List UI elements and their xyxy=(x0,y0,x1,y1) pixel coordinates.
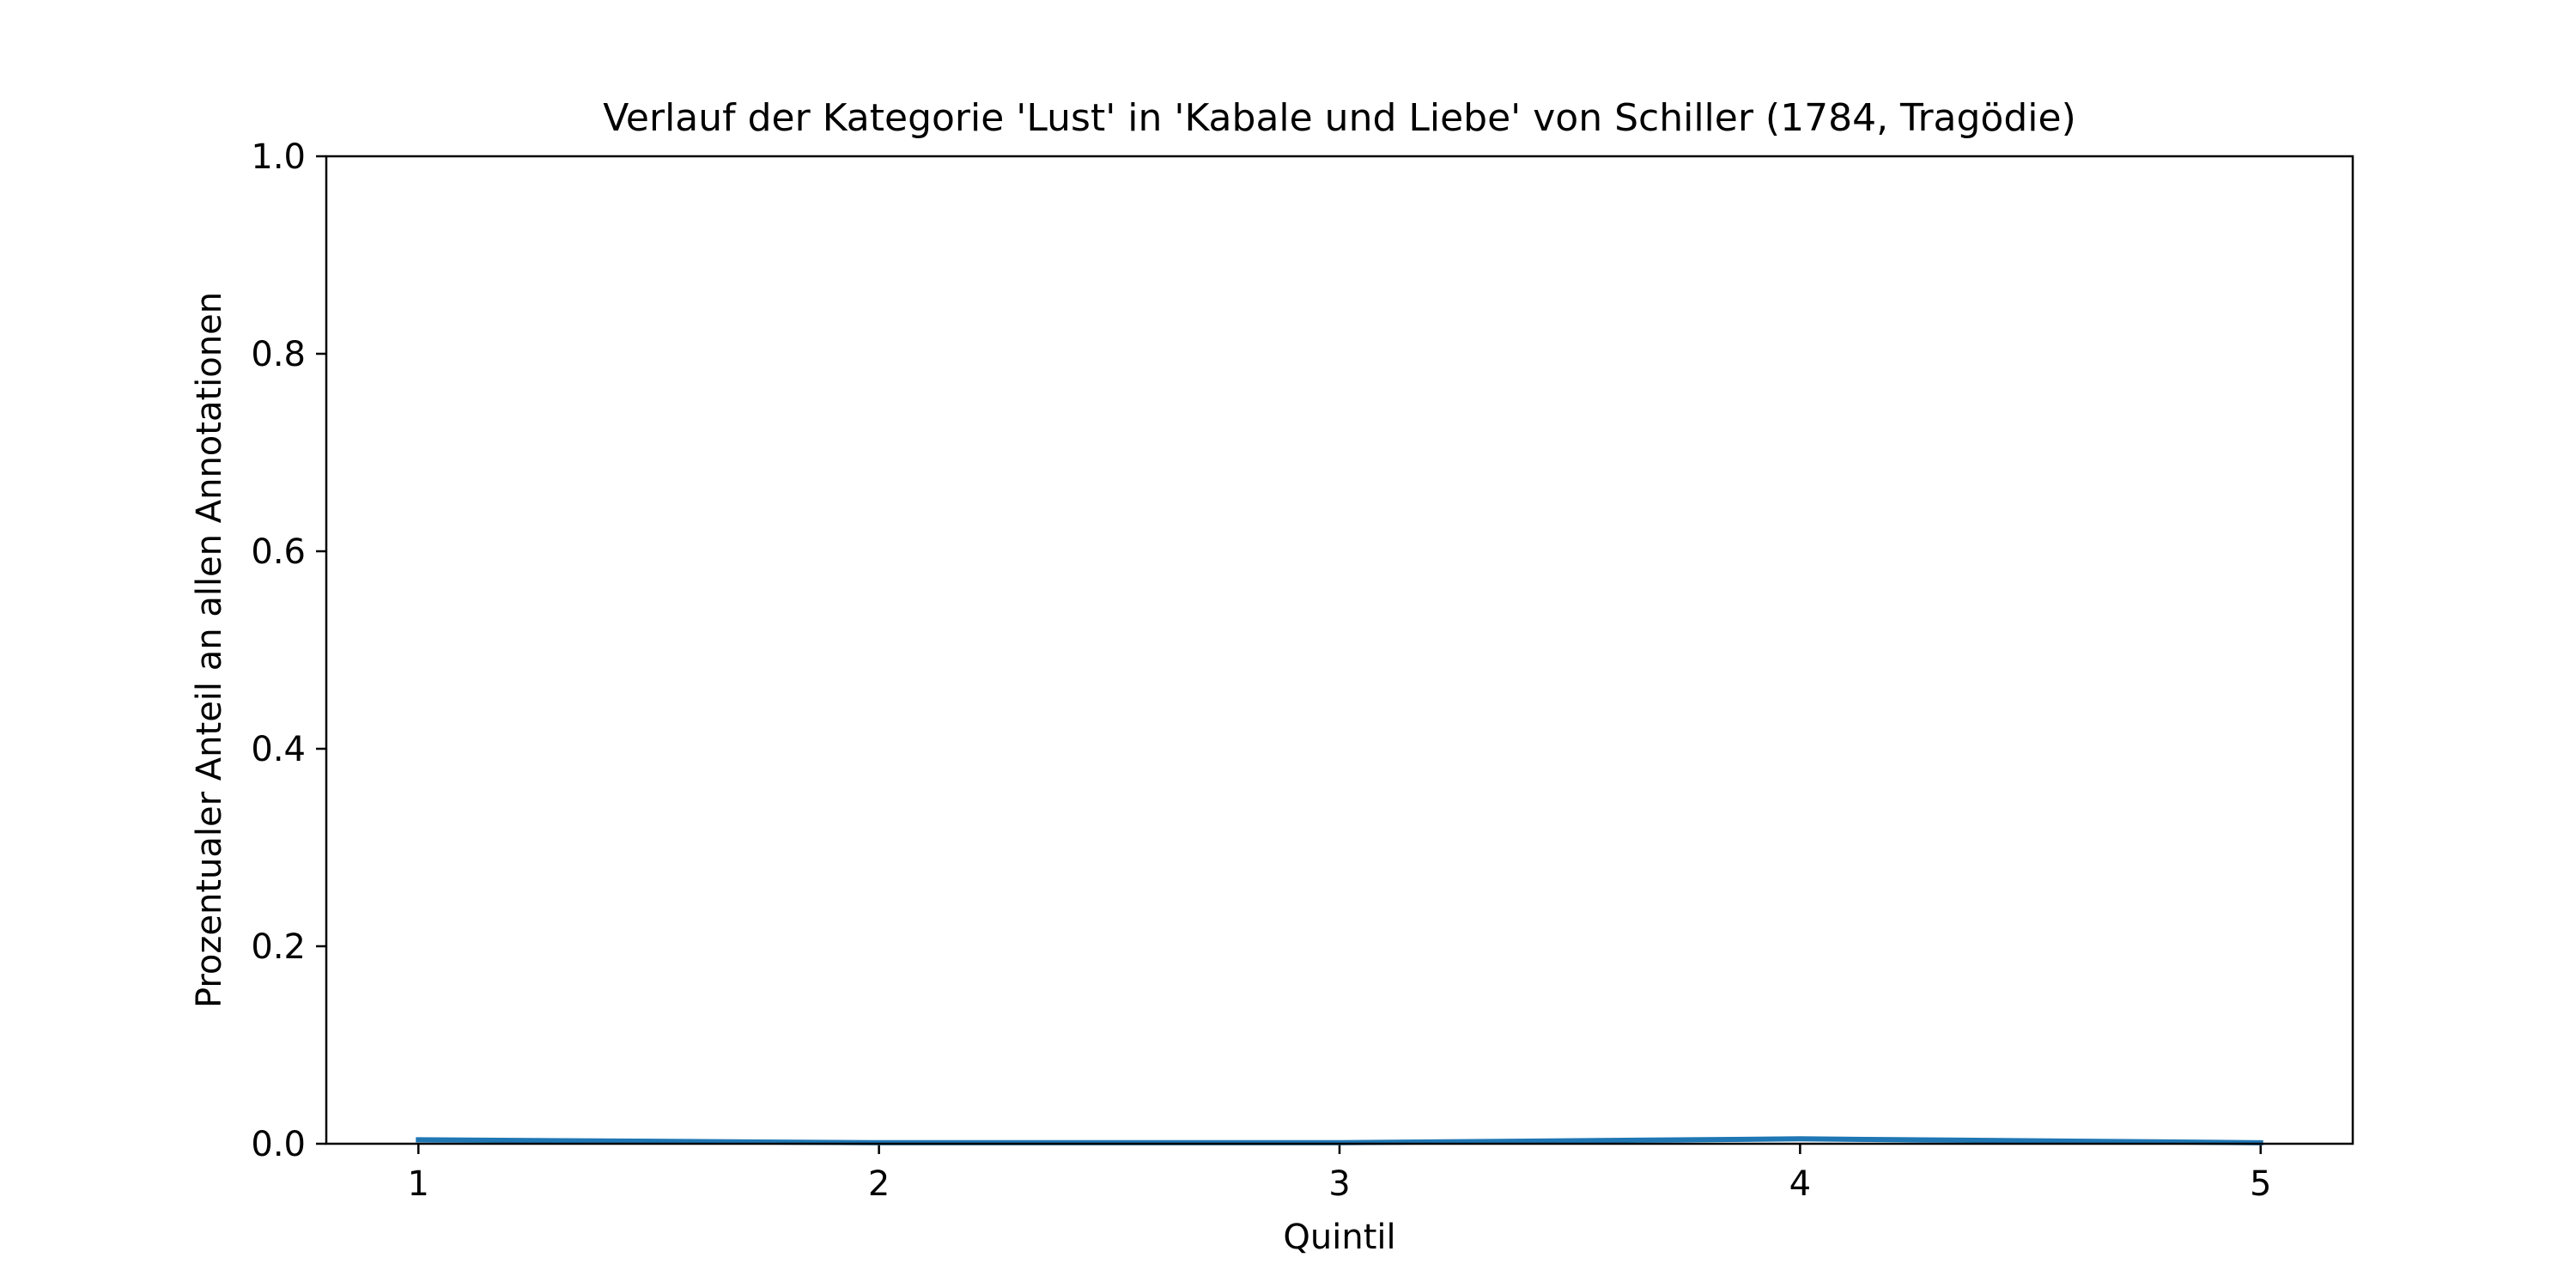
x-tick-label: 1 xyxy=(408,1164,429,1204)
x-tick-label: 2 xyxy=(868,1164,890,1204)
x-tick-label: 4 xyxy=(1789,1164,1811,1204)
plot-area-frame xyxy=(325,155,2354,1145)
x-tick-label: 5 xyxy=(2250,1164,2271,1204)
x-axis-label: Quintil xyxy=(1283,1218,1395,1257)
y-axis-label: Prozentualer Anteil an allen Annotatione… xyxy=(190,292,229,1008)
y-tick-label: 0.0 xyxy=(251,1125,306,1164)
y-tick-label: 0.4 xyxy=(251,730,306,769)
y-tick-label: 0.2 xyxy=(251,927,306,967)
plot-area-background xyxy=(326,156,2353,1144)
x-axis: 1 2 3 4 5 xyxy=(408,1144,2271,1204)
y-tick-label: 0.6 xyxy=(251,532,306,572)
x-tick-label: 3 xyxy=(1328,1164,1350,1204)
y-tick-label: 1.0 xyxy=(251,137,306,177)
y-tick-label: 0.8 xyxy=(251,335,306,374)
chart-title: Verlauf der Kategorie 'Lust' in 'Kabale … xyxy=(603,96,2076,140)
y-axis: 0.0 0.2 0.4 0.6 0.8 1.0 xyxy=(251,137,326,1164)
